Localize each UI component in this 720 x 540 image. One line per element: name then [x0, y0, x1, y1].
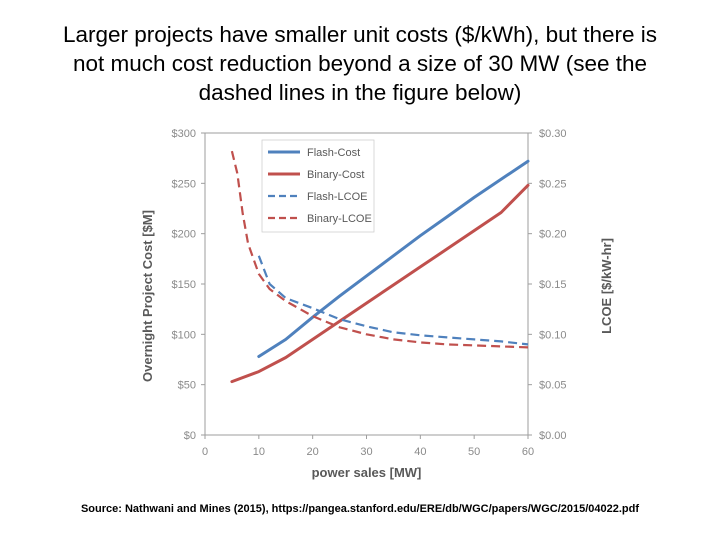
x-tick-label: 50: [468, 446, 480, 458]
y2-tick-label: $0.15: [539, 279, 567, 291]
y-tick-label: $0: [184, 430, 196, 442]
y2-tick-label: $0.25: [539, 178, 567, 190]
y2-tick-label: $0.05: [539, 380, 567, 392]
x-tick-label: 30: [360, 446, 372, 458]
y-tick-label: $200: [172, 229, 196, 241]
x-tick-label: 10: [253, 446, 265, 458]
series-line-binary-cost: [230, 183, 530, 384]
y-tick-label: $300: [172, 128, 196, 140]
x-tick-label: 40: [414, 446, 426, 458]
slide-title-line-3: dashed lines in the figure below): [198, 80, 522, 105]
source-citation: Source: Nathwani and Mines (2015), https…: [80, 503, 640, 515]
y-tick-label: $250: [172, 178, 196, 190]
y2-tick-label: $0.10: [539, 329, 567, 341]
slide-title-line-2: not much cost reduction beyond a size of…: [72, 51, 648, 76]
slide-title: Larger projects have smaller unit costs …: [30, 20, 690, 107]
x-tick-label: 20: [307, 446, 319, 458]
series-line-binary-lcoe: [230, 150, 529, 349]
y-tick-label: $100: [172, 329, 196, 341]
legend-label: Binary-Cost: [307, 169, 364, 181]
x-axis-title: power sales [MW]: [312, 465, 422, 480]
legend-label: Binary-LCOE: [307, 213, 372, 225]
legend-box: [261, 139, 375, 233]
series-line-flash-lcoe: [257, 255, 529, 346]
x-tick-label: 60: [522, 446, 534, 458]
legend-label: Flash-LCOE: [307, 191, 368, 203]
y-axis-title: Overnight Project Cost [$M]: [140, 210, 155, 382]
y2-tick-label: $0.30: [539, 128, 567, 140]
x-tick-label: 0: [202, 446, 208, 458]
slide-title-line-1: Larger projects have smaller unit costs …: [63, 22, 657, 47]
legend-label: Flash-Cost: [307, 147, 360, 159]
y-tick-label: $50: [178, 380, 196, 392]
y-tick-label: $150: [172, 279, 196, 291]
y2-tick-label: $0.00: [539, 430, 567, 442]
y2-axis-title: LCOE [$/kW-hr]: [599, 238, 614, 334]
series-line-flash-cost: [257, 159, 530, 358]
y2-tick-label: $0.20: [539, 229, 567, 241]
